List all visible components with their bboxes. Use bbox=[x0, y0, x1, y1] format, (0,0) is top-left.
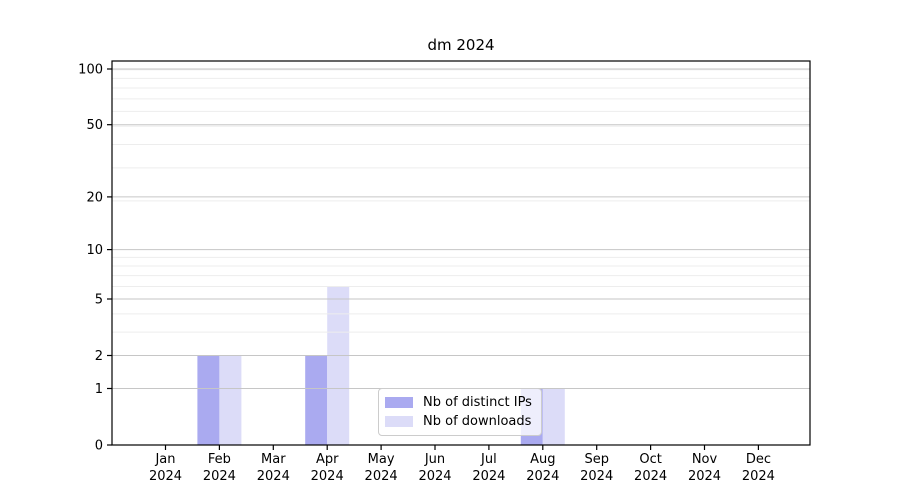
x-tick-label-month: Nov bbox=[692, 452, 718, 467]
x-tick-label-year: 2024 bbox=[149, 469, 182, 484]
y-tick-label: 0 bbox=[95, 439, 103, 454]
legend-label-downloads: Nb of downloads bbox=[423, 414, 532, 429]
x-tick-label-month: May bbox=[368, 452, 395, 467]
x-tick-label-month: Mar bbox=[261, 452, 286, 467]
y-tick-label: 2 bbox=[95, 349, 103, 364]
y-tick-label: 100 bbox=[78, 63, 103, 78]
legend-swatch-distinct-ips bbox=[385, 397, 413, 408]
x-tick-label-month: Jun bbox=[424, 452, 445, 467]
x-tick-label-year: 2024 bbox=[311, 469, 344, 484]
x-tick-label-year: 2024 bbox=[634, 469, 667, 484]
x-tick-label-month: Jul bbox=[480, 452, 497, 467]
y-tick-label: 1 bbox=[95, 382, 103, 397]
x-tick-label-year: 2024 bbox=[742, 469, 775, 484]
bar-downloads bbox=[327, 286, 350, 445]
x-tick-label-month: Sep bbox=[584, 452, 609, 467]
legend-item-downloads: Nb of downloads bbox=[385, 412, 535, 431]
x-tick-label-month: Jan bbox=[154, 452, 175, 467]
plot-border bbox=[111, 60, 811, 446]
x-tick-label-year: 2024 bbox=[365, 469, 398, 484]
x-tick-label-month: Dec bbox=[746, 452, 771, 467]
chart-title: dm 2024 bbox=[427, 36, 495, 54]
legend-label-distinct-ips: Nb of distinct IPs bbox=[423, 395, 532, 410]
y-tick-label: 10 bbox=[86, 243, 103, 258]
x-tick-label-year: 2024 bbox=[418, 469, 451, 484]
y-tick-label: 5 bbox=[95, 293, 103, 308]
bar-downloads bbox=[219, 355, 242, 445]
x-tick-label-month: Feb bbox=[208, 452, 231, 467]
x-tick-label-month: Aug bbox=[530, 452, 555, 467]
x-tick-label-year: 2024 bbox=[688, 469, 721, 484]
bar-downloads bbox=[542, 388, 565, 445]
x-tick-label-year: 2024 bbox=[203, 469, 236, 484]
bar-distinct-ips bbox=[197, 355, 220, 445]
legend: Nb of distinct IPs Nb of downloads bbox=[378, 388, 542, 436]
x-tick-label-month: Apr bbox=[316, 452, 339, 467]
legend-swatch-downloads bbox=[385, 416, 413, 427]
x-tick-label-month: Oct bbox=[639, 452, 661, 467]
bar-distinct-ips bbox=[305, 355, 328, 445]
y-tick-label: 20 bbox=[86, 190, 103, 205]
y-tick-label: 50 bbox=[86, 118, 103, 133]
x-tick-label-year: 2024 bbox=[580, 469, 613, 484]
x-tick-label-year: 2024 bbox=[526, 469, 559, 484]
x-tick-label-year: 2024 bbox=[257, 469, 290, 484]
x-tick-label-year: 2024 bbox=[472, 469, 505, 484]
legend-item-distinct-ips: Nb of distinct IPs bbox=[385, 393, 535, 412]
